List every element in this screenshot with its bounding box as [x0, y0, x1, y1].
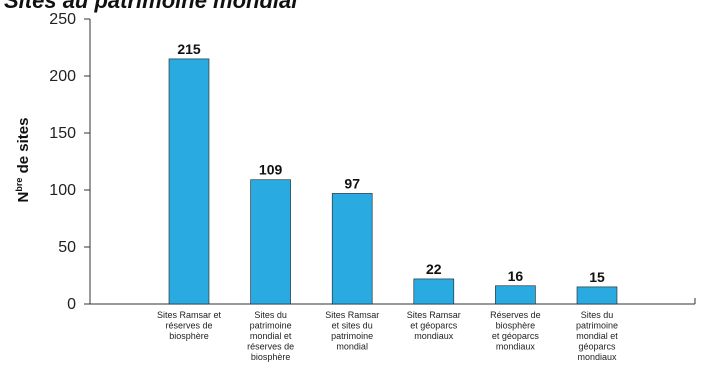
value-label: 22: [426, 261, 442, 277]
category-label: et sites du: [332, 321, 373, 331]
category-label: biosphère: [496, 321, 536, 331]
category-label: biosphère: [251, 352, 291, 362]
value-label: 215: [177, 41, 201, 57]
category-label: Sites du: [254, 310, 287, 320]
category-label: patrimoine: [250, 321, 292, 331]
y-axis-label-main: N: [15, 192, 32, 203]
bar: [495, 285, 536, 305]
category-label: mondiaux: [496, 342, 536, 352]
value-label: 16: [508, 268, 524, 284]
category-label: mondial: [336, 342, 368, 352]
chart-title-fragment: Sites au patrimoine mondial: [4, 0, 298, 13]
y-tick-label: 50: [58, 239, 76, 256]
bar: [250, 179, 291, 305]
y-tick-label: 250: [49, 11, 76, 28]
category-label: Sites du: [581, 310, 614, 320]
category-label: mondiaux: [414, 331, 454, 341]
value-label: 109: [259, 162, 283, 178]
category-label: Sites Ramsar et: [157, 310, 222, 320]
category-label: patrimoine: [576, 321, 618, 331]
y-tick-label: 0: [67, 296, 76, 313]
category-label: et géoparcs: [410, 321, 458, 331]
y-axis-label-rest: de sites: [15, 118, 32, 178]
category-label: mondiaux: [577, 352, 617, 362]
category-label: mondial et: [576, 331, 618, 341]
category-label: Sites Ramsar: [325, 310, 379, 320]
bar: [331, 193, 373, 305]
bar: [576, 286, 618, 305]
category-label: et géoparcs: [492, 331, 540, 341]
category-label: mondial et: [250, 331, 292, 341]
category-label: Réserves de: [490, 310, 541, 320]
value-labels: 215 109 97 22 16 15: [177, 41, 605, 285]
y-tick-label: 100: [49, 182, 76, 199]
y-axis-label-sup: bre: [14, 178, 24, 192]
value-label: 97: [344, 175, 360, 191]
y-tick-label: 150: [49, 125, 76, 142]
category-label: patrimoine: [331, 331, 373, 341]
y-axis-label: Nbre de sites: [14, 118, 32, 203]
y-axis-ticks: 0 50 100 150 200 250: [49, 11, 90, 313]
category-label: réserves de: [247, 342, 294, 352]
value-label: 15: [589, 269, 605, 285]
bars: [168, 58, 618, 305]
bar: [168, 58, 210, 305]
category-label: réserves de: [165, 321, 212, 331]
bar: [413, 278, 455, 305]
y-tick-label: 200: [49, 68, 76, 85]
category-label: biosphère: [169, 331, 209, 341]
category-label: géoparcs: [578, 342, 616, 352]
category-label: Sites Ramsar: [407, 310, 461, 320]
